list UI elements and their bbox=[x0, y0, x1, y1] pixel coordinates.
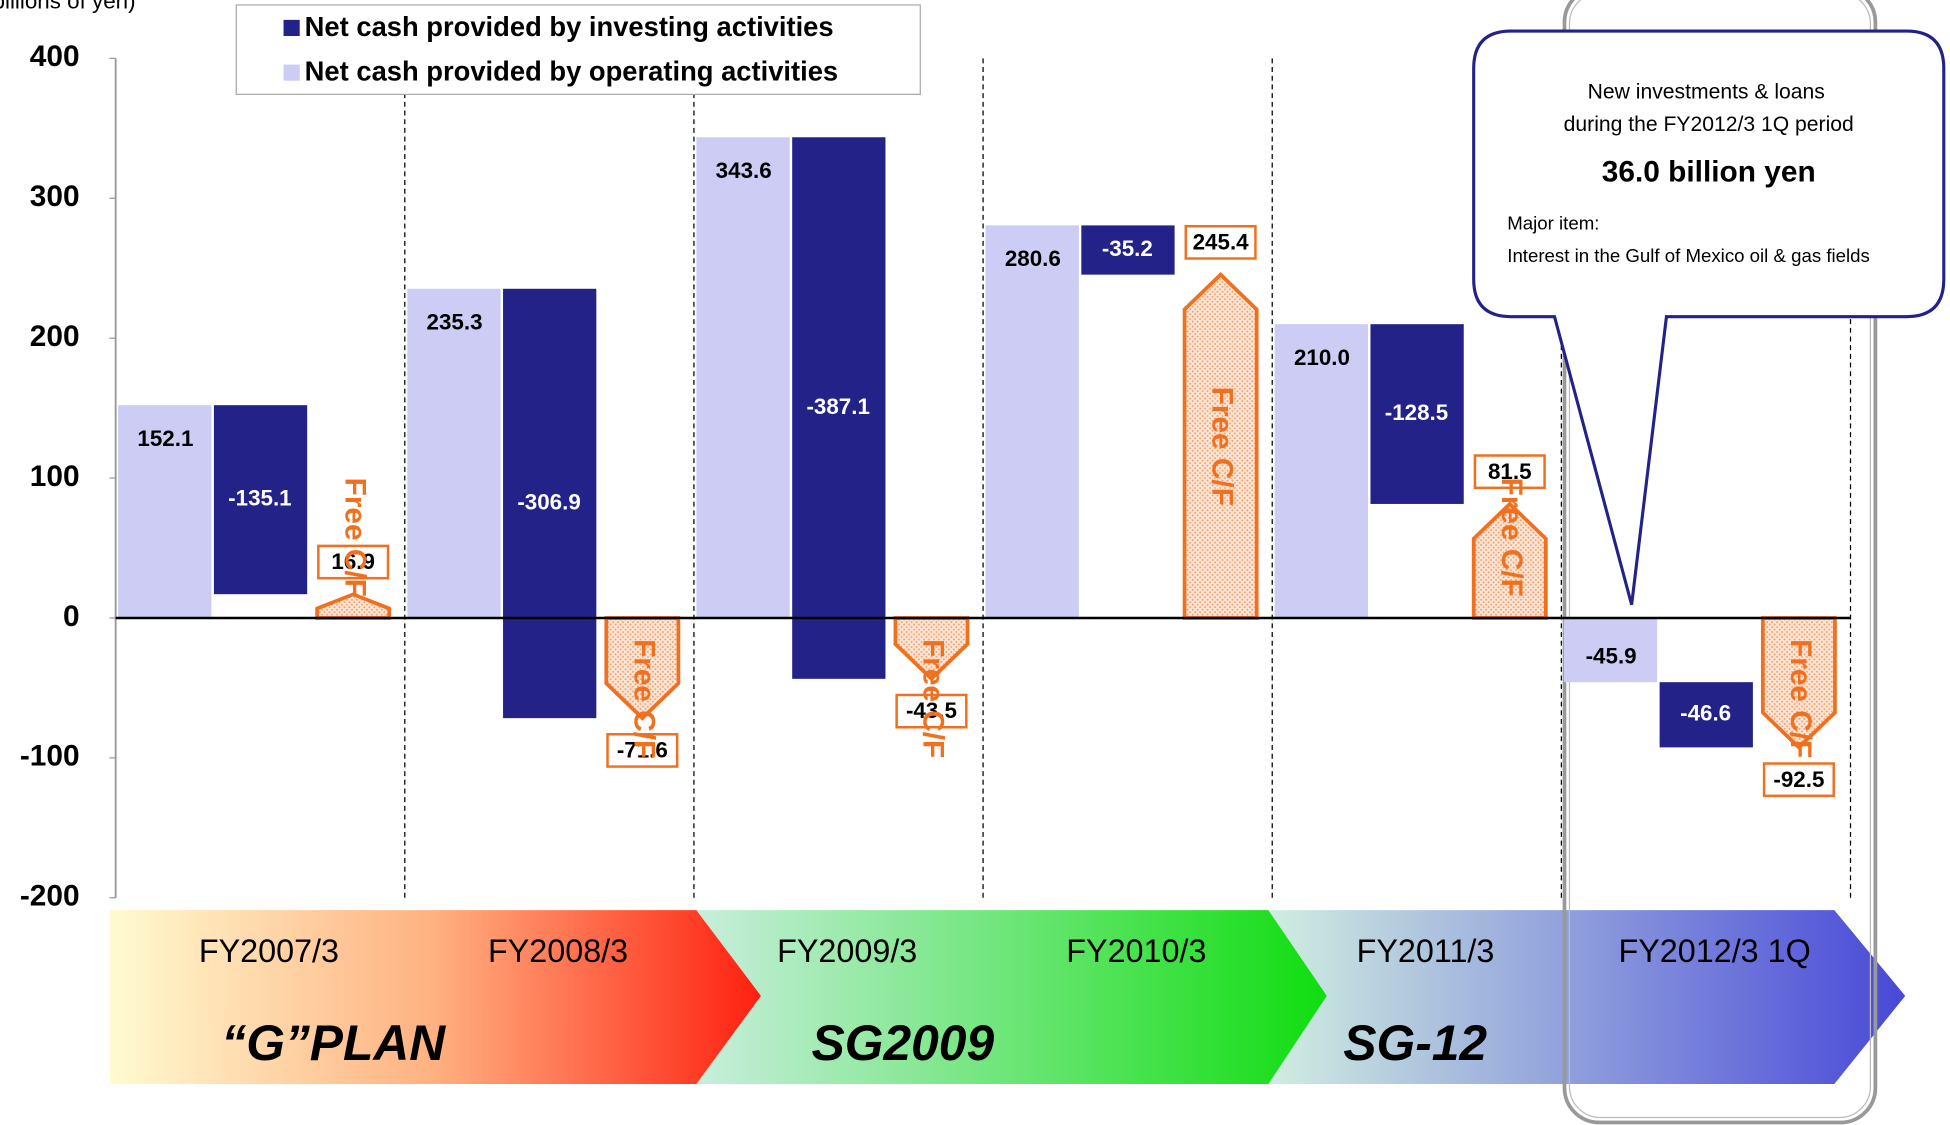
value-label: 280.6 bbox=[1005, 246, 1061, 271]
value-label: 235.3 bbox=[427, 309, 483, 334]
highlight-frame bbox=[1562, 0, 1878, 1125]
operating-bar bbox=[1563, 617, 1658, 683]
free-cf-arrow bbox=[315, 592, 392, 620]
value-label: -43.5 bbox=[906, 698, 957, 723]
legend-swatch bbox=[283, 64, 300, 81]
y-tick-label: 100 bbox=[30, 460, 80, 493]
value-label-box bbox=[1473, 454, 1546, 490]
investing-bar bbox=[213, 405, 308, 595]
annotation: during the FY2012/3 1Q period bbox=[1564, 113, 1854, 136]
free-cf-label: Free C/F bbox=[917, 639, 950, 758]
investing-bar bbox=[1659, 682, 1753, 748]
y-tick-label: 0 bbox=[63, 600, 80, 633]
free-cf-label: Free C/F bbox=[1784, 639, 1817, 758]
operating-bar bbox=[118, 405, 212, 618]
plan-label: “G”PLAN bbox=[221, 1015, 446, 1071]
y-tick-label: 400 bbox=[30, 40, 80, 73]
annotation: New investments & loans bbox=[1588, 81, 1825, 104]
legend-label: Net cash provided by operating activitie… bbox=[305, 55, 838, 86]
value-label: 16.9 bbox=[331, 549, 375, 574]
value-label: 343.6 bbox=[716, 158, 772, 183]
legend-label: Net cash provided by investing activitie… bbox=[305, 11, 834, 42]
x-tick-label: FY2010/3 bbox=[1066, 933, 1206, 969]
annotation: Interest in the Gulf of Mexico oil & gas… bbox=[1507, 245, 1870, 266]
value-label-box bbox=[606, 733, 679, 768]
value-label-box bbox=[895, 693, 968, 729]
value-label: -45.9 bbox=[1586, 643, 1637, 668]
value-label: -71.6 bbox=[617, 738, 668, 763]
plan-label: SG2009 bbox=[812, 1015, 995, 1071]
legend-box bbox=[235, 4, 921, 95]
operating-bar bbox=[407, 288, 501, 618]
free-cf-label: Free C/F bbox=[1495, 478, 1528, 597]
y-tick-label: 200 bbox=[30, 320, 80, 353]
annotation-highlight: 36.0 billion yen bbox=[1602, 156, 1816, 189]
free-cf-label: Free C/F bbox=[338, 478, 371, 597]
investing-bar bbox=[792, 137, 886, 679]
value-label: -46.6 bbox=[1680, 701, 1731, 726]
investing-bar bbox=[1081, 225, 1175, 275]
free-cf-label: Free C/F bbox=[1206, 387, 1239, 506]
x-tick-label: FY2011/3 bbox=[1357, 933, 1495, 969]
value-label: -92.5 bbox=[1773, 767, 1824, 792]
free-cf-label: Free C/F bbox=[627, 639, 660, 758]
x-tick-label: FY2012/3 1Q bbox=[1619, 933, 1811, 969]
operating-bar bbox=[696, 137, 790, 618]
investing-bar bbox=[503, 288, 597, 719]
callout bbox=[1472, 29, 1946, 606]
value-label: -306.9 bbox=[517, 489, 580, 514]
value-label-box bbox=[1762, 762, 1835, 798]
value-label: -35.2 bbox=[1102, 236, 1153, 261]
annotation: Major item: bbox=[1507, 213, 1599, 234]
y-tick-label: -200 bbox=[20, 880, 80, 913]
value-label: -135.1 bbox=[228, 486, 291, 511]
value-label: 81.5 bbox=[1488, 459, 1532, 484]
value-label: 210.0 bbox=[1294, 345, 1350, 370]
value-label: -387.1 bbox=[806, 394, 869, 419]
plan-arrow bbox=[696, 910, 1327, 1085]
value-label: 245.4 bbox=[1193, 230, 1250, 255]
y-axis-label: (billions of yen) bbox=[0, 0, 136, 13]
value-label-box bbox=[317, 544, 390, 580]
value-label: -128.5 bbox=[1385, 400, 1448, 425]
x-tick-label: FY2008/3 bbox=[488, 933, 628, 969]
x-tick-label: FY2007/3 bbox=[199, 933, 339, 969]
highlight-frame bbox=[1568, 0, 1872, 1119]
investing-bar bbox=[1370, 324, 1464, 504]
operating-bar bbox=[1274, 324, 1368, 618]
value-label-box bbox=[1184, 224, 1257, 260]
legend-swatch bbox=[283, 19, 300, 37]
operating-bar bbox=[985, 225, 1079, 618]
plan-label: SG-12 bbox=[1343, 1015, 1487, 1071]
x-tick-label: FY2009/3 bbox=[777, 933, 917, 969]
plan-banner bbox=[109, 910, 1906, 1085]
value-label: 152.1 bbox=[137, 426, 193, 451]
plan-arrow bbox=[109, 910, 762, 1085]
plan-arrow bbox=[1268, 910, 1906, 1085]
y-tick-label: -100 bbox=[20, 740, 80, 773]
y-tick-label: 300 bbox=[30, 180, 80, 213]
